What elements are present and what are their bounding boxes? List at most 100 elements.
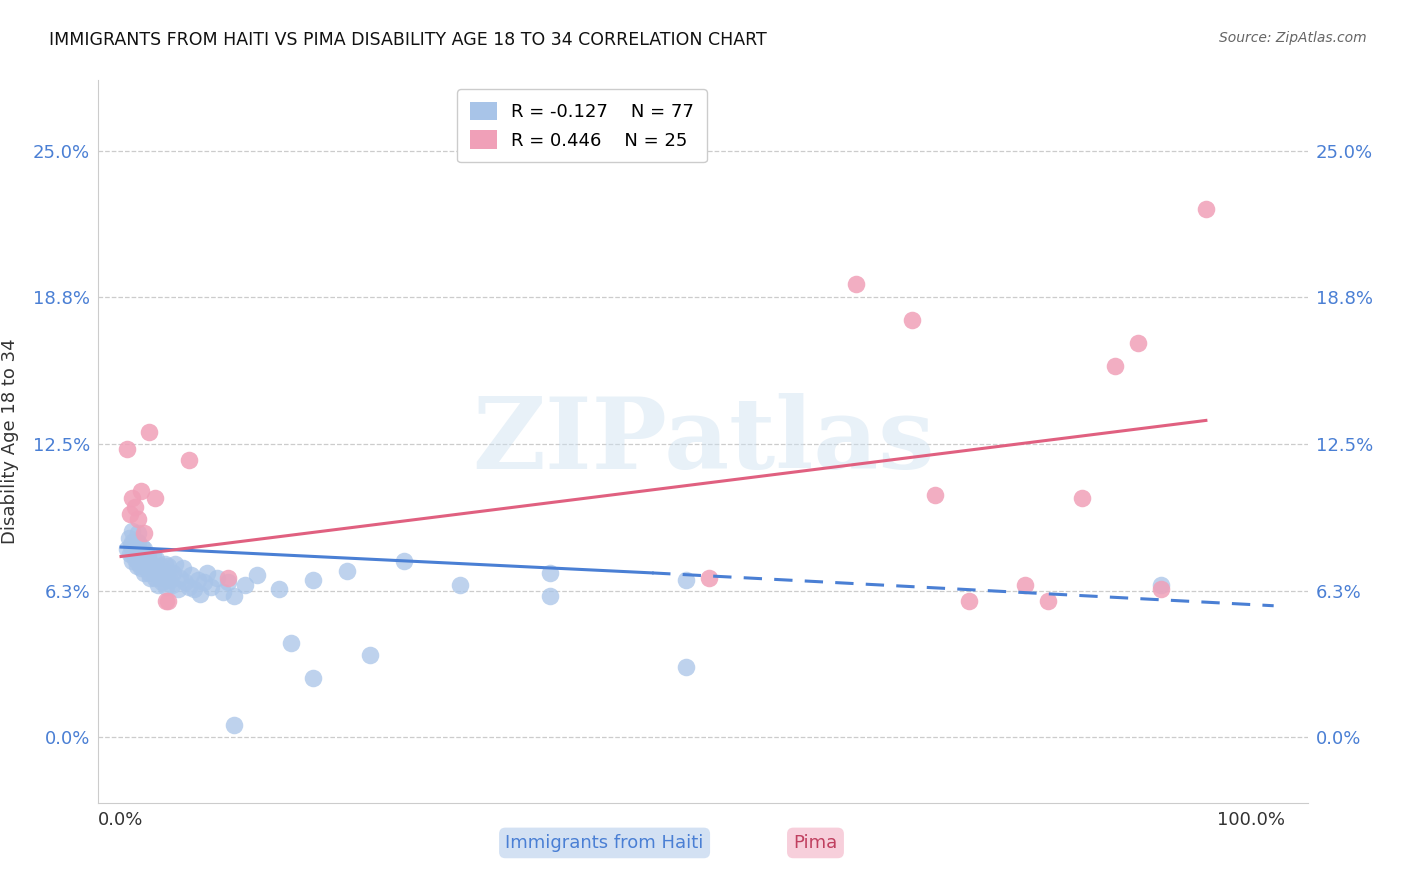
Point — [1195, 202, 1218, 217]
Point — [302, 672, 325, 686]
Point — [138, 554, 160, 568]
Point — [120, 538, 142, 552]
Text: Pima: Pima — [793, 834, 838, 852]
Point — [153, 557, 176, 571]
Point — [1126, 336, 1149, 351]
Point — [211, 584, 233, 599]
Point — [172, 561, 194, 575]
Point — [127, 535, 149, 549]
Point — [246, 568, 269, 582]
Point — [148, 566, 170, 580]
Point — [697, 571, 720, 585]
Point — [1150, 582, 1173, 597]
Point — [155, 594, 177, 608]
Point — [121, 554, 143, 568]
Point — [156, 568, 179, 582]
Point — [121, 524, 143, 538]
Point — [217, 575, 239, 590]
Point — [169, 571, 191, 585]
Point — [131, 561, 153, 575]
Point — [205, 571, 228, 585]
Point — [187, 573, 209, 587]
Point — [157, 594, 180, 608]
Point — [132, 566, 155, 580]
Point — [159, 573, 181, 587]
Point — [166, 582, 188, 597]
Point — [136, 549, 159, 564]
Point — [302, 573, 325, 587]
Text: ZIPatlas: ZIPatlas — [472, 393, 934, 490]
Point — [129, 545, 152, 559]
Point — [957, 594, 980, 608]
Point — [269, 582, 291, 597]
Point — [121, 535, 143, 549]
Point — [1070, 491, 1092, 505]
Point — [125, 540, 148, 554]
Point — [148, 577, 170, 591]
Point — [135, 547, 157, 561]
Point — [1150, 577, 1173, 591]
Point — [152, 564, 174, 578]
Point — [131, 549, 153, 564]
Point — [143, 491, 166, 505]
Point — [118, 531, 141, 545]
Point — [150, 575, 173, 590]
Point — [120, 547, 142, 561]
Point — [174, 575, 197, 590]
Point — [142, 564, 165, 578]
Point — [115, 442, 138, 456]
Point — [115, 542, 138, 557]
Point — [138, 566, 160, 580]
Point — [193, 575, 215, 590]
Point — [538, 566, 561, 580]
Point — [127, 526, 149, 541]
Point — [165, 557, 187, 571]
Point — [146, 566, 169, 580]
Point — [449, 577, 471, 591]
Text: IMMIGRANTS FROM HAITI VS PIMA DISABILITY AGE 18 TO 34 CORRELATION CHART: IMMIGRANTS FROM HAITI VS PIMA DISABILITY… — [49, 31, 766, 49]
Text: Source: ZipAtlas.com: Source: ZipAtlas.com — [1219, 31, 1367, 45]
Point — [132, 526, 155, 541]
Point — [128, 557, 150, 571]
Point — [1014, 577, 1036, 591]
Point — [149, 571, 172, 585]
Point — [120, 508, 142, 522]
Point — [177, 580, 200, 594]
Point — [127, 547, 149, 561]
Point — [675, 573, 697, 587]
Point — [1104, 359, 1126, 374]
Point — [924, 488, 946, 502]
Point — [188, 587, 211, 601]
Point — [141, 558, 163, 573]
Text: Immigrants from Haiti: Immigrants from Haiti — [505, 834, 704, 852]
Point — [217, 571, 239, 585]
Point — [132, 554, 155, 568]
Point — [125, 558, 148, 573]
Point — [142, 549, 165, 564]
Point — [162, 566, 184, 580]
Point — [183, 582, 205, 597]
Point — [145, 551, 167, 566]
Point — [121, 491, 143, 505]
Point — [1036, 594, 1059, 608]
Point — [675, 659, 697, 673]
Point — [392, 554, 415, 568]
Point — [222, 590, 245, 604]
Point — [200, 580, 222, 594]
Point — [222, 718, 245, 732]
Point — [177, 453, 200, 467]
Point — [143, 571, 166, 585]
Point — [160, 577, 183, 591]
Point — [139, 571, 162, 585]
Point — [134, 558, 156, 573]
Point — [149, 558, 172, 573]
Point — [127, 512, 149, 526]
Point — [845, 277, 868, 292]
Point — [136, 561, 159, 575]
Point — [359, 648, 381, 662]
Point — [155, 580, 177, 594]
Point — [131, 483, 153, 498]
Point — [131, 540, 153, 554]
Y-axis label: Disability Age 18 to 34: Disability Age 18 to 34 — [1, 339, 18, 544]
Legend: R = -0.127    N = 77, R = 0.446    N = 25: R = -0.127 N = 77, R = 0.446 N = 25 — [457, 89, 707, 162]
